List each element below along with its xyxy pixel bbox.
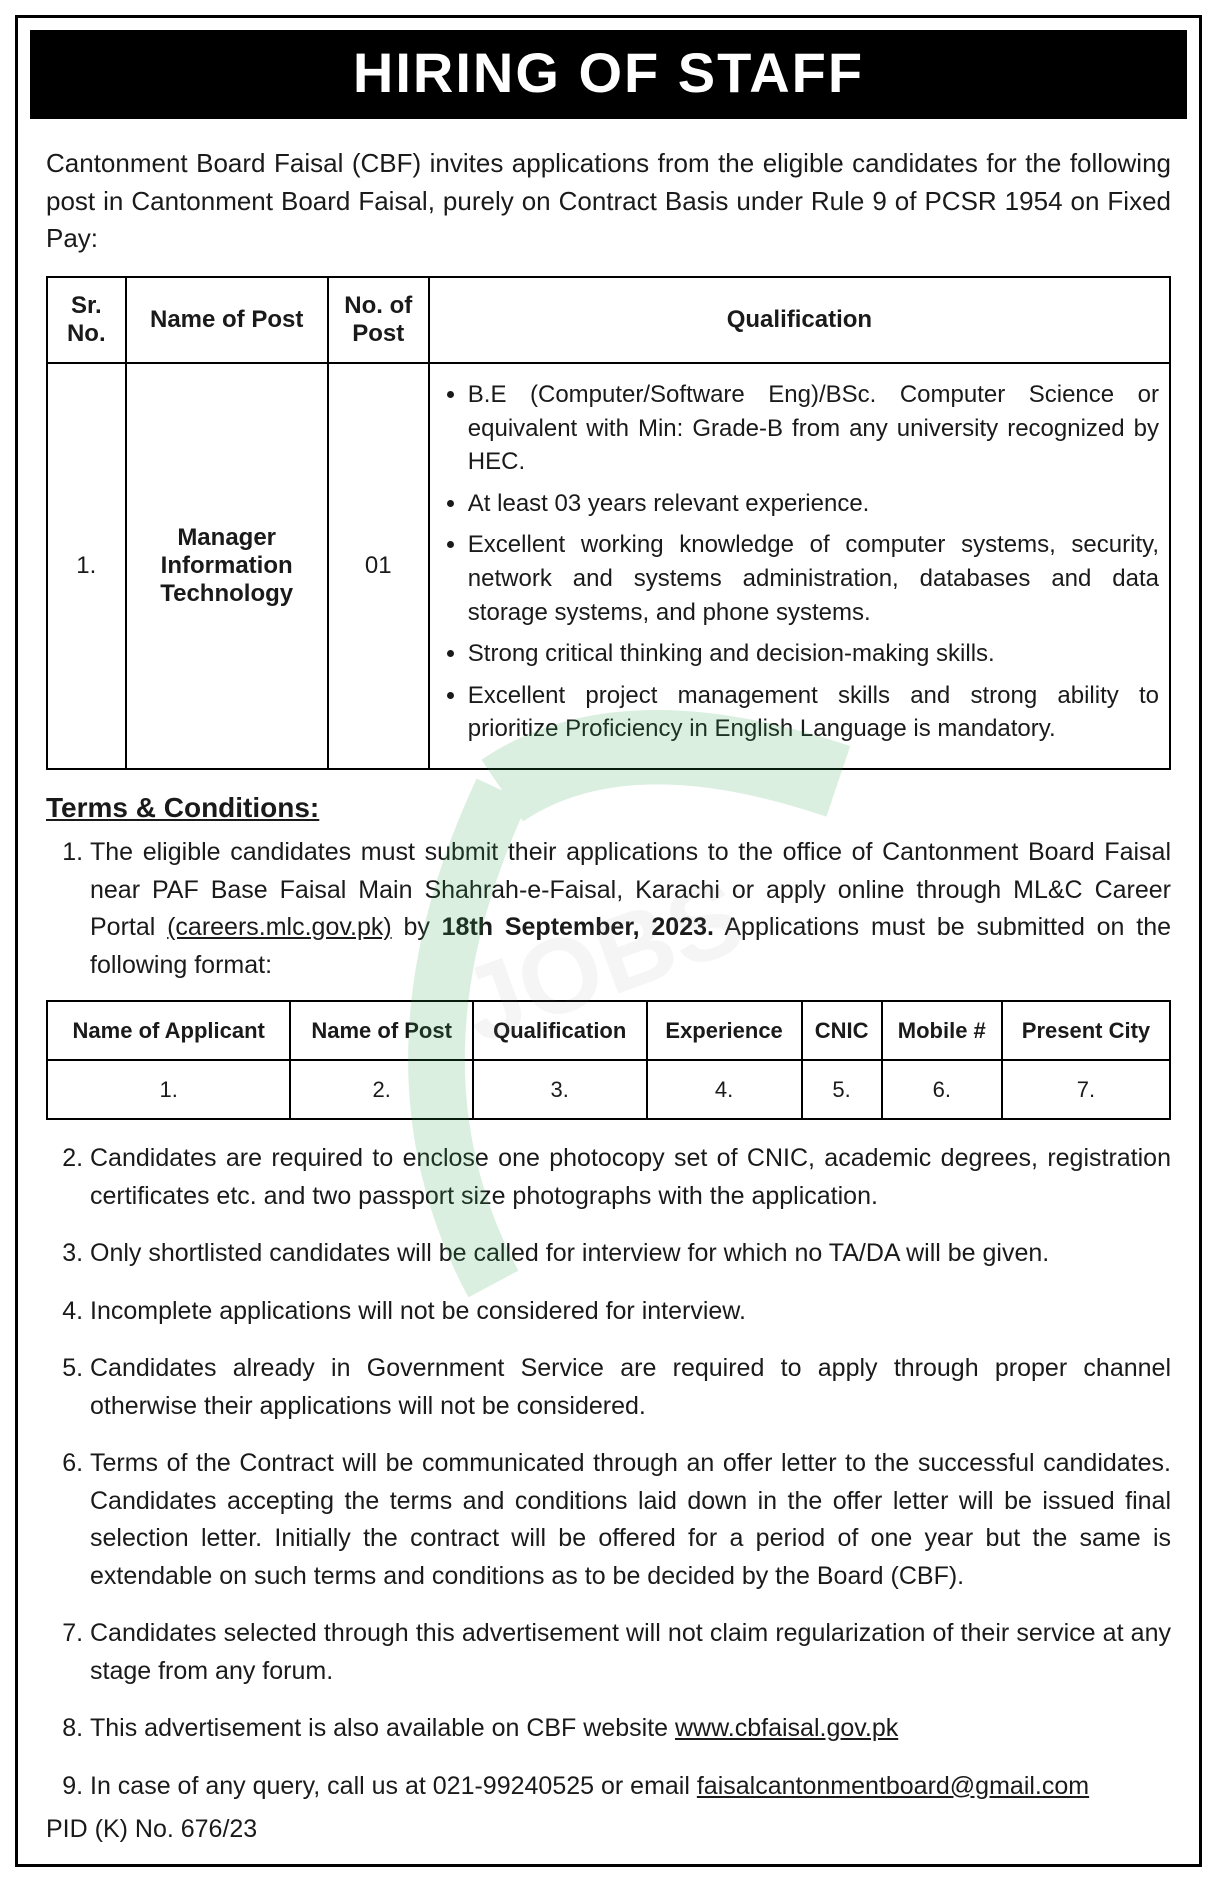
terms-title: Terms & Conditions:	[46, 792, 1171, 824]
list-item: Strong critical thinking and decision-ma…	[468, 637, 1159, 671]
term-3: Only shortlisted candidates will be call…	[90, 1235, 1171, 1273]
af-cell-5: 6.	[882, 1060, 1002, 1119]
cell-qualification: B.E (Computer/Software Eng)/BSc. Compute…	[429, 363, 1170, 769]
term-8-pre: This advertisement is also available on …	[90, 1714, 675, 1742]
term-7: Candidates selected through this adverti…	[90, 1615, 1171, 1690]
af-cell-2: 3.	[473, 1060, 647, 1119]
af-cell-0: 1.	[47, 1060, 290, 1119]
list-item: B.E (Computer/Software Eng)/BSc. Compute…	[468, 378, 1159, 479]
af-cell-6: 7.	[1002, 1060, 1170, 1119]
cell-count: 01	[328, 363, 429, 769]
af-col-4: CNIC	[802, 1001, 882, 1060]
af-cell-3: 4.	[647, 1060, 802, 1119]
af-col-2: Qualification	[473, 1001, 647, 1060]
af-cell-4: 5.	[802, 1060, 882, 1119]
term-8: This advertisement is also available on …	[90, 1710, 1171, 1748]
table-row: 1. 2. 3. 4. 5. 6. 7.	[47, 1060, 1170, 1119]
table-header-row: Sr. No. Name of Post No. of Post Qualifi…	[47, 277, 1170, 363]
term-1-link: (careers.mlc.gov.pk)	[167, 913, 392, 941]
af-cell-1: 2.	[290, 1060, 472, 1119]
table-header-row: Name of Applicant Name of Post Qualifica…	[47, 1001, 1170, 1060]
qualification-list: B.E (Computer/Software Eng)/BSc. Compute…	[440, 378, 1159, 746]
intro-paragraph: Cantonment Board Faisal (CBF) invites ap…	[46, 145, 1171, 258]
page-title: HIRING OF STAFF	[30, 30, 1187, 119]
cell-sr: 1.	[47, 363, 126, 769]
term-4: Incomplete applications will not be cons…	[90, 1293, 1171, 1331]
content-area: Cantonment Board Faisal (CBF) invites ap…	[18, 145, 1199, 1864]
term-9-link: faisalcantonmentboard@gmail.com	[697, 1772, 1089, 1800]
col-sr: Sr. No.	[47, 277, 126, 363]
table-row: 1. Manager Information Technology 01 B.E…	[47, 363, 1170, 769]
col-name: Name of Post	[126, 277, 328, 363]
col-qualification: Qualification	[429, 277, 1170, 363]
term-9: In case of any query, call us at 021-992…	[90, 1768, 1171, 1806]
af-col-3: Experience	[647, 1001, 802, 1060]
list-item: Excellent working knowledge of computer …	[468, 528, 1159, 629]
af-col-0: Name of Applicant	[47, 1001, 290, 1060]
application-format-table: Name of Applicant Name of Post Qualifica…	[46, 1000, 1171, 1120]
term-1-date: 18th September, 2023.	[442, 913, 714, 941]
term-2: Candidates are required to enclose one p…	[90, 1140, 1171, 1215]
term-9-pre: In case of any query, call us at 021-992…	[90, 1772, 697, 1800]
pid-footer: PID (K) No. 676/23	[46, 1815, 1171, 1844]
term-1: The eligible candidates must submit thei…	[90, 834, 1171, 1120]
af-col-1: Name of Post	[290, 1001, 472, 1060]
list-item: Excellent project management skills and …	[468, 679, 1159, 746]
term-8-link: www.cbfaisal.gov.pk	[675, 1714, 898, 1742]
list-item: At least 03 years relevant experience.	[468, 487, 1159, 521]
af-col-6: Present City	[1002, 1001, 1170, 1060]
terms-list: The eligible candidates must submit thei…	[46, 834, 1171, 1805]
term-1-mid: by	[392, 913, 442, 941]
posts-table: Sr. No. Name of Post No. of Post Qualifi…	[46, 276, 1171, 770]
col-count: No. of Post	[328, 277, 429, 363]
cell-post-name: Manager Information Technology	[126, 363, 328, 769]
term-6: Terms of the Contract will be communicat…	[90, 1445, 1171, 1595]
term-5: Candidates already in Government Service…	[90, 1350, 1171, 1425]
af-col-5: Mobile #	[882, 1001, 1002, 1060]
document-page: JOBS HIRING OF STAFF Cantonment Board Fa…	[15, 15, 1202, 1867]
